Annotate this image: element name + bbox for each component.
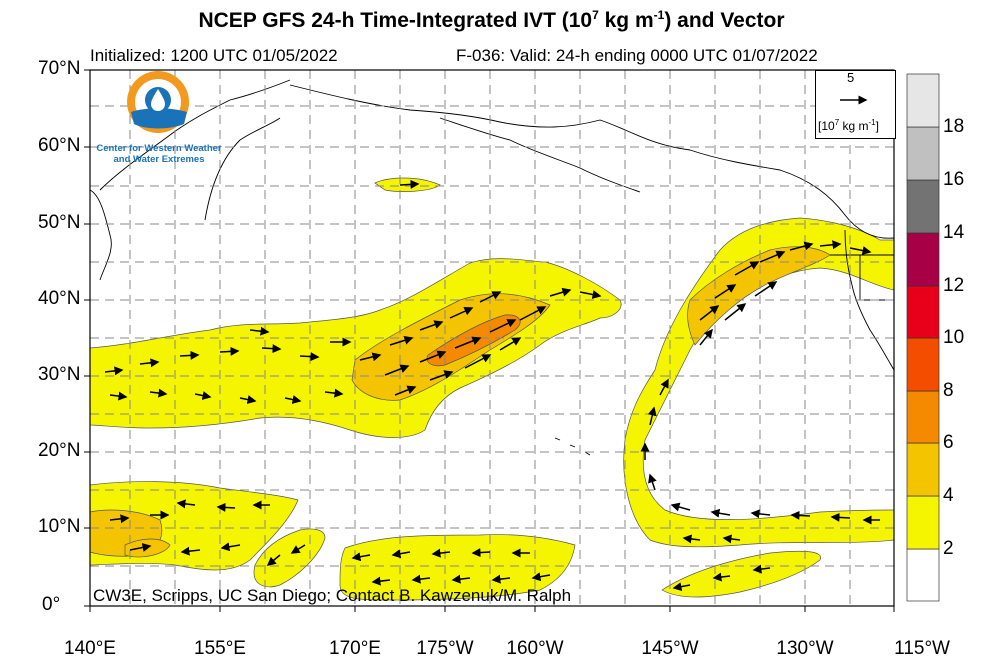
init-time: Initialized: 1200 UTC 01/05/2022 — [90, 46, 338, 65]
lon-label-155e: 155°E — [194, 638, 246, 659]
coast-north-america — [844, 229, 895, 371]
water-drop-logo-icon — [127, 71, 189, 133]
lat-label-40n: 40°N — [38, 288, 81, 309]
lon-label-170e: 170°E — [329, 638, 381, 659]
colorbar-label-4: 4 — [943, 485, 954, 506]
coast-kamchatka — [204, 117, 281, 221]
chart-title: NCEP GFS 24-h Time-Integrated IVT (107 k… — [198, 8, 785, 32]
reference-vector-box — [815, 70, 896, 139]
lat-label-20n: 20°N — [38, 440, 81, 461]
ar-core-east — [687, 246, 831, 346]
coast-alaska — [289, 84, 895, 239]
coastlines — [89, 79, 895, 456]
valid-time: F-036: Valid: 24-h ending 0000 UTC 01/07… — [456, 46, 818, 65]
lat-label-50n: 50°N — [38, 212, 81, 233]
lon-label-115w: 115°W — [894, 638, 950, 659]
lon-label-145w: 145°W — [641, 638, 699, 659]
lon-label-175w: 175°W — [416, 638, 474, 659]
reference-vector-value: 5 — [847, 70, 855, 85]
coast-aleutians — [439, 117, 641, 193]
reference-vector-unit: [107 kg m-1] — [818, 118, 879, 133]
colorbar-label-14: 14 — [943, 222, 965, 243]
lat-label-10n: 10°N — [38, 516, 81, 537]
lon-label-130w: 130°W — [776, 638, 834, 659]
lat-label-30n: 30°N — [38, 364, 81, 385]
colorbar-label-10: 10 — [943, 327, 965, 348]
colorbar-label-6: 6 — [943, 432, 954, 453]
lat-label-70n: 70°N — [38, 58, 81, 79]
lat-label-60n: 60°N — [38, 135, 81, 156]
coast-asia — [89, 79, 291, 281]
tropical-patch — [253, 528, 326, 588]
colorbar-label-12: 12 — [943, 275, 965, 296]
lon-label-160w: 160°W — [506, 638, 564, 659]
colorbar-label-16: 16 — [943, 169, 965, 190]
axis-ticks — [84, 69, 895, 612]
colorbar — [906, 73, 940, 602]
map-frame — [89, 69, 895, 607]
colorbar-label-8: 8 — [943, 380, 954, 401]
colorbar-label-2: 2 — [943, 538, 954, 559]
lon-label-140e: 140°E — [64, 638, 116, 659]
logo-text: Center for Western Weather and Water Ext… — [96, 143, 222, 165]
colorbar-label-18: 18 — [943, 116, 965, 137]
credit-text: CW3E, Scripps, UC San Diego; Contact B. … — [93, 586, 572, 605]
ivt-vectors — [104, 179, 880, 592]
lat-label-0: 0° — [42, 594, 61, 615]
tropical-east — [661, 550, 821, 598]
